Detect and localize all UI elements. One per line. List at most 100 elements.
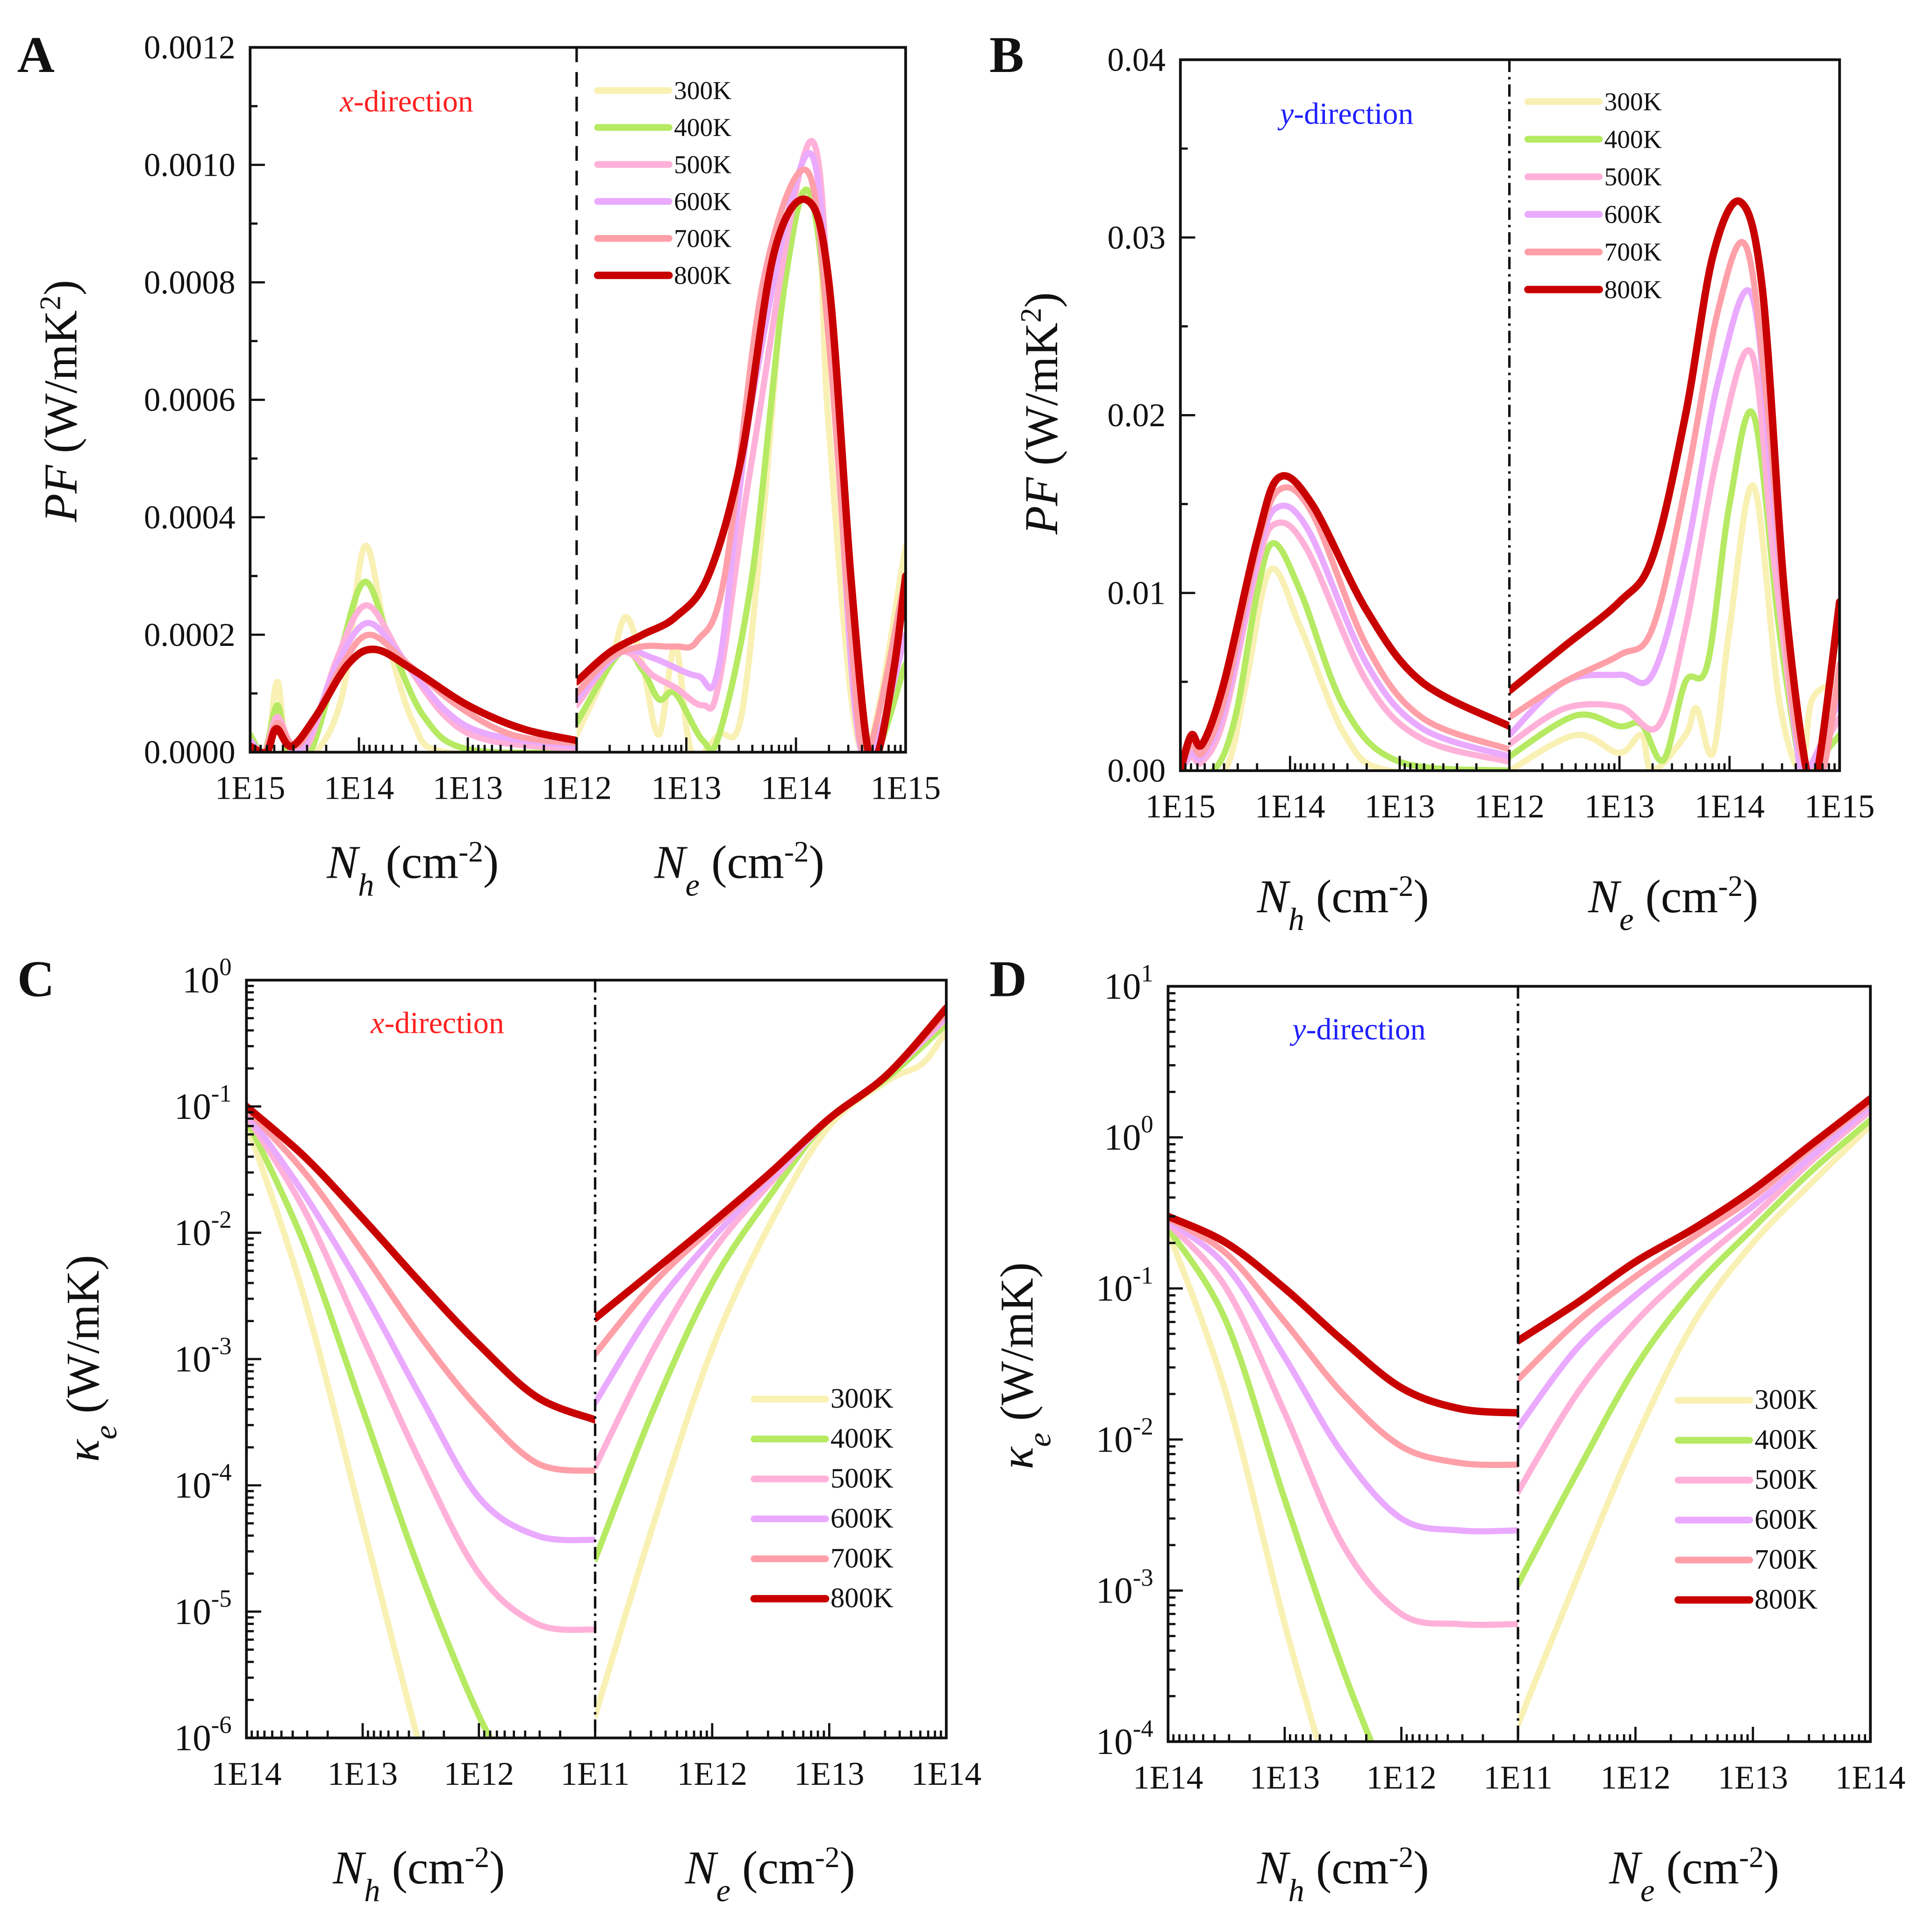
legend-label-300K: 300K — [830, 1383, 894, 1414]
label-part: -direction — [1294, 97, 1413, 131]
label-part: -2 — [211, 1206, 232, 1233]
series-line-right-500K — [1518, 1108, 1871, 1495]
legend-label-600K: 600K — [1604, 200, 1662, 229]
label-part: 10 — [1096, 1571, 1133, 1611]
right-plot-area — [576, 138, 906, 752]
label-part: -direction — [1306, 1012, 1426, 1046]
x-tick-label: 1E12 — [542, 770, 612, 807]
series-line-left-700K — [246, 1106, 595, 1474]
x-tick-label: 1E15 — [1145, 788, 1216, 825]
series-line-left-400K — [1180, 540, 1510, 771]
x-tick-label: 1E11 — [1483, 1760, 1553, 1796]
label-part: -1 — [211, 1080, 232, 1107]
x-tick-label: 1E12 — [1600, 1760, 1670, 1796]
x-tick-label: 1E11 — [561, 1756, 630, 1792]
x-axis-label-left: Nh (cm-2) — [326, 835, 499, 902]
panel-D: 1E14 1E13 1E12 1E11 1E12 1E13 1E1410110010-110… — [989, 950, 1905, 1908]
x-tick-label: 1E15 — [215, 770, 285, 807]
label-part: (cm — [1304, 1842, 1389, 1894]
y-tick-label: 10-2 — [174, 1206, 232, 1253]
label-part: 10 — [1096, 1419, 1133, 1460]
label-part: h — [1288, 1873, 1304, 1908]
x-tick-label: 1E13 — [794, 1756, 864, 1792]
x-tick-label: 1E13 — [1250, 1760, 1320, 1796]
y-tick-label: 0.03 — [1108, 220, 1166, 256]
series-line-left-500K — [1168, 1220, 1518, 1628]
panel-letter: A — [17, 26, 55, 83]
series-line-left-700K — [1168, 1215, 1518, 1468]
left-plot-area — [250, 543, 577, 752]
x-tick-label: 1E14 — [1133, 1760, 1203, 1796]
label-part: N — [1257, 1842, 1291, 1894]
label-part: -2 — [465, 1841, 489, 1874]
x-ticks — [1167, 1726, 1872, 1742]
x-tick-label: 1E14 — [1695, 788, 1765, 825]
panel-letter: D — [989, 950, 1027, 1008]
label-part: 10 — [174, 1339, 211, 1380]
y-axis-label: PF (W/mK2) — [1015, 292, 1067, 535]
label-part: ) — [1413, 871, 1429, 923]
label-part: N — [326, 836, 360, 888]
legend-label-700K: 700K — [1604, 238, 1662, 266]
label-part: ) — [839, 1842, 855, 1894]
series-line-left-600K — [246, 1109, 595, 1544]
label-part: ) — [1764, 1842, 1779, 1894]
label-part: (W/mK — [1016, 322, 1067, 477]
label-part: (cm — [1654, 1842, 1739, 1894]
legend-label-600K: 600K — [674, 187, 731, 215]
label-part: 10 — [1096, 1722, 1133, 1762]
x-axis-label-left: Nh (cm-2) — [332, 1841, 505, 1908]
series-line-left-700K — [1180, 484, 1510, 771]
label-part: 10 — [174, 1087, 211, 1127]
legend-label-300K: 300K — [1604, 87, 1662, 116]
label-part: (cm — [1304, 871, 1389, 923]
label-part: 0 — [1141, 1111, 1153, 1138]
panel-A: 1E15 1E14 1E13 1E12 1E13 1E14 1E150.00000.0002… — [17, 26, 941, 902]
x-tick-label: 1E14 — [911, 1756, 981, 1792]
legend-label-700K: 700K — [674, 224, 731, 253]
series-line-left-300K — [1168, 1228, 1322, 1742]
y-tick-label: 10-6 — [174, 1711, 232, 1759]
label-part: 10 — [1104, 966, 1141, 1007]
x-axis-label-left: Nh (cm-2) — [1257, 870, 1429, 937]
y-tick-label: 10-3 — [1096, 1564, 1153, 1611]
x-tick-label: 1E13 — [651, 770, 721, 807]
x-axis-label-right: Ne (cm-2) — [654, 835, 824, 902]
y-tick-label: 0.01 — [1108, 575, 1166, 611]
x-ticks — [249, 737, 907, 752]
series-line-right-400K — [1518, 1117, 1871, 1588]
series-line-right-300K — [1509, 482, 1840, 771]
label-part: ) — [57, 1255, 109, 1270]
x-tick-label: 1E14 — [761, 770, 831, 807]
y-ticks — [1168, 985, 1183, 1743]
label-part: 10 — [1096, 1268, 1133, 1309]
label-part: N — [1609, 1842, 1643, 1894]
direction-label: x-direction — [339, 85, 473, 119]
label-part: ) — [483, 836, 499, 888]
y-axis-label: κe (W/mK) — [991, 1262, 1057, 1469]
x-tick-label: 1E13 — [433, 770, 503, 807]
label-part: 0 — [219, 954, 231, 981]
label-part: -3 — [211, 1332, 232, 1360]
label-part: -1 — [1133, 1262, 1153, 1289]
x-ticks — [245, 1723, 948, 1738]
x-tick-label: 1E12 — [1366, 1760, 1436, 1796]
legend-label-700K: 700K — [1754, 1544, 1818, 1575]
label-part: (cm — [730, 1842, 815, 1894]
label-part: PF — [1016, 476, 1067, 535]
right-plot-area — [1509, 197, 1840, 771]
y-tick-label: 0.04 — [1108, 42, 1166, 79]
label-part: -2 — [784, 835, 809, 868]
series-line-right-600K — [1518, 1103, 1871, 1431]
y-tick-label: 101 — [1104, 960, 1153, 1007]
series-line-right-800K — [1509, 197, 1840, 771]
label-part: x — [339, 85, 353, 119]
y-tick-label: 0.0004 — [144, 500, 236, 536]
label-part: -6 — [211, 1711, 232, 1739]
label-part: ) — [1016, 292, 1067, 308]
y-tick-label: 10-2 — [1096, 1413, 1153, 1460]
y-ticks — [250, 46, 265, 753]
label-part: -5 — [211, 1585, 232, 1612]
label-part: (W/mK — [991, 1278, 1043, 1432]
label-part: (cm — [700, 836, 784, 888]
